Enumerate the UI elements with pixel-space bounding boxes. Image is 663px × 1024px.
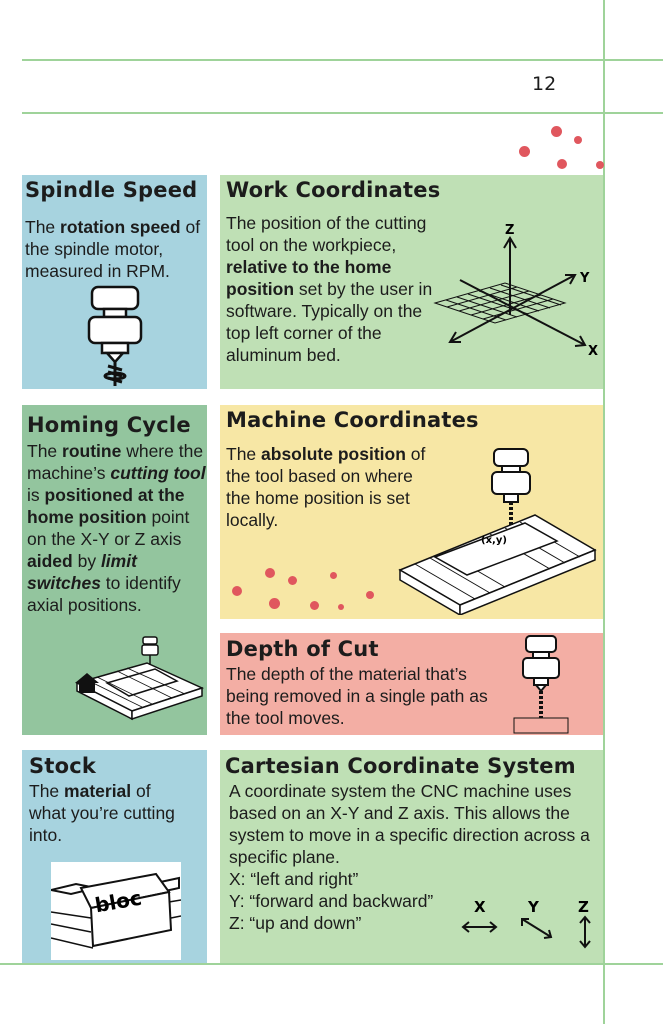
card-title: Depth of Cut — [226, 637, 379, 661]
card-title: Machine Coordinates — [226, 408, 479, 432]
homing-machine-diagram — [74, 636, 205, 721]
card-homing-cycle: Homing Cycle The routine where the machi… — [22, 405, 207, 735]
card-title: Cartesian Coordinate System — [225, 754, 576, 778]
card-body: The rotation speed of the spindle motor,… — [25, 217, 201, 281]
card-title: Spindle Speed — [25, 178, 198, 202]
bottom-rule — [0, 963, 663, 965]
card-body: The routine where the machine’s cutting … — [27, 441, 206, 615]
card-body: The absolute position of the tool based … — [226, 444, 426, 530]
axis-label-y: Y — [527, 898, 540, 916]
card-cartesian-coordinate-system: Cartesian Coordinate System A coordinate… — [220, 750, 603, 963]
axis-directions-diagram: X Y Z — [461, 898, 591, 949]
home-icon — [75, 673, 99, 693]
axis-label-z: Z — [578, 898, 589, 916]
machine-coordinates-diagram: (x,y) — [398, 448, 597, 615]
axis-label-x: X — [474, 898, 486, 916]
card-title: Homing Cycle — [27, 413, 191, 437]
axis-label-x: X — [588, 344, 598, 359]
card-machine-coordinates: Machine Coordinates The absolute positio… — [220, 405, 603, 619]
work-coordinates-diagram: Z Y X — [433, 223, 598, 359]
card-stock: Stock The material of what you’re cuttin… — [22, 750, 207, 963]
point-label: (x,y) — [481, 535, 507, 546]
depth-of-cut-diagram — [513, 635, 569, 734]
axis-x-line: X: “left and right” — [229, 869, 359, 889]
axis-label-y: Y — [579, 271, 590, 286]
card-title: Stock — [29, 754, 97, 778]
top-rule — [22, 59, 663, 61]
stock-block-diagram: bloc — [51, 862, 181, 960]
card-spindle-speed: Spindle Speed The rotation speed of the … — [22, 175, 207, 389]
card-body: The depth of the material that’s being r… — [226, 664, 488, 728]
card-title: Work Coordinates — [226, 178, 441, 202]
card-body: The position of the cutting tool on the … — [226, 213, 433, 365]
axis-y-line: Y: “forward and backward” — [229, 891, 434, 911]
header-rule — [22, 112, 663, 114]
axis-z-line: Z: “up and down” — [229, 913, 362, 933]
right-margin-rule — [603, 0, 605, 1024]
card-body: The material of what you’re cutting into… — [29, 781, 175, 845]
spindle-icon — [87, 285, 143, 386]
axis-label-z: Z — [505, 223, 514, 238]
page-number: 12 — [532, 73, 557, 95]
card-work-coordinates: Work Coordinates The position of the cut… — [220, 175, 603, 389]
card-body: A coordinate system the CNC machine uses… — [229, 781, 590, 867]
card-depth-of-cut: Depth of Cut The depth of the material t… — [220, 633, 603, 735]
